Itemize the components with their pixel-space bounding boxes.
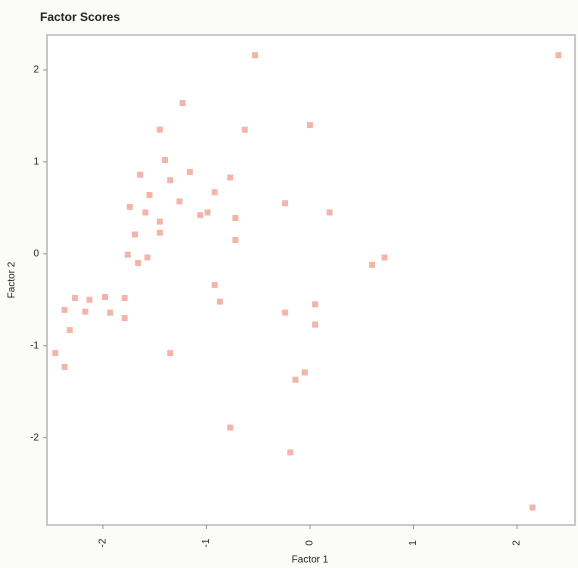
point — [179, 100, 186, 107]
point — [176, 198, 183, 205]
point — [66, 327, 73, 334]
x-axis-label: Factor 1 — [292, 555, 329, 566]
y-tick-label: 1 — [33, 157, 39, 168]
x-tick-label: -2 — [98, 538, 109, 547]
point — [312, 321, 319, 328]
point — [135, 259, 142, 266]
y-axis-label: Factor 2 — [7, 261, 18, 298]
point — [142, 209, 149, 216]
point — [211, 282, 218, 289]
y-tick-label: -2 — [30, 432, 39, 443]
point — [312, 301, 319, 308]
point — [52, 350, 59, 357]
x-tick-label: 0 — [305, 540, 316, 546]
point — [555, 52, 562, 59]
point — [107, 309, 114, 316]
point — [126, 203, 133, 210]
point — [61, 306, 68, 313]
point — [82, 308, 89, 315]
point — [369, 261, 376, 268]
x-tick-label: 1 — [408, 540, 419, 546]
chart-title: Factor Scores — [40, 10, 120, 24]
point — [282, 200, 289, 207]
x-tick-label: -1 — [201, 538, 212, 547]
point — [529, 504, 536, 511]
point — [381, 254, 388, 261]
point — [326, 209, 333, 216]
point — [232, 237, 239, 244]
point — [227, 424, 234, 431]
point — [86, 296, 93, 303]
point — [167, 350, 174, 357]
point — [61, 363, 68, 370]
point — [71, 294, 78, 301]
point — [132, 231, 138, 238]
point — [252, 52, 259, 59]
x-tick-label: 2 — [512, 540, 523, 546]
point — [292, 376, 299, 383]
point — [124, 251, 131, 258]
point — [241, 126, 248, 133]
point — [287, 449, 294, 456]
point — [186, 168, 193, 175]
point — [227, 174, 234, 181]
point — [167, 177, 174, 184]
y-tick-label: 2 — [33, 65, 39, 76]
point — [156, 126, 163, 133]
point — [301, 369, 308, 376]
point — [121, 294, 128, 301]
point — [306, 122, 313, 129]
point — [101, 294, 108, 301]
point — [162, 157, 169, 164]
plot-frame — [46, 34, 576, 526]
point — [156, 218, 163, 225]
point — [216, 298, 223, 305]
point — [232, 214, 239, 221]
point — [121, 315, 128, 322]
point — [137, 171, 144, 178]
point — [144, 254, 151, 261]
point — [156, 229, 163, 236]
point — [146, 191, 153, 198]
point — [282, 309, 289, 316]
y-tick-label: -1 — [30, 340, 39, 351]
point — [211, 189, 218, 196]
point — [197, 212, 204, 219]
y-tick-label: 0 — [33, 248, 39, 259]
point — [204, 209, 211, 216]
